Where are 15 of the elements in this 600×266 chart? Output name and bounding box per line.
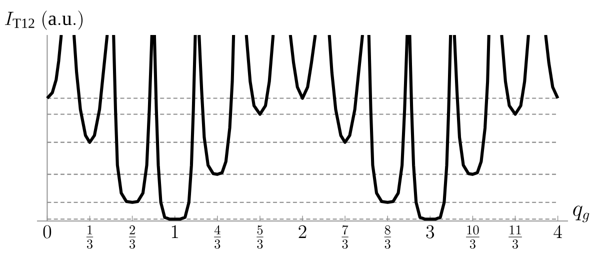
x-axis-title: $q_g$ bbox=[573, 206, 590, 222]
x-tick-label: $2$ bbox=[298, 225, 306, 238]
x-tick-label: $\frac{11}{3}$ bbox=[508, 225, 522, 249]
x-tick-label: $\frac{10}{3}$ bbox=[466, 225, 480, 249]
x-tick-label: $3$ bbox=[426, 225, 434, 238]
y-axis-title: $I_{\mathrm{T12}}\ \mathrm{(a.u.)}$ bbox=[5, 10, 83, 30]
x-tick-label: $\frac{7}{3}$ bbox=[342, 225, 348, 249]
x-tick-label: $\frac{8}{3}$ bbox=[384, 225, 391, 249]
x-tick-label: $\frac{5}{3}$ bbox=[256, 225, 264, 249]
x-tick-label: $\frac{2}{3}$ bbox=[128, 225, 136, 249]
x-tick-label: $4$ bbox=[554, 225, 562, 238]
x-tick-label: $0$ bbox=[43, 225, 52, 238]
x-tick-label: $\frac{4}{3}$ bbox=[214, 225, 221, 249]
x-tick-label: $1$ bbox=[172, 225, 178, 238]
x-tick-label: $\frac{1}{3}$ bbox=[86, 225, 94, 249]
